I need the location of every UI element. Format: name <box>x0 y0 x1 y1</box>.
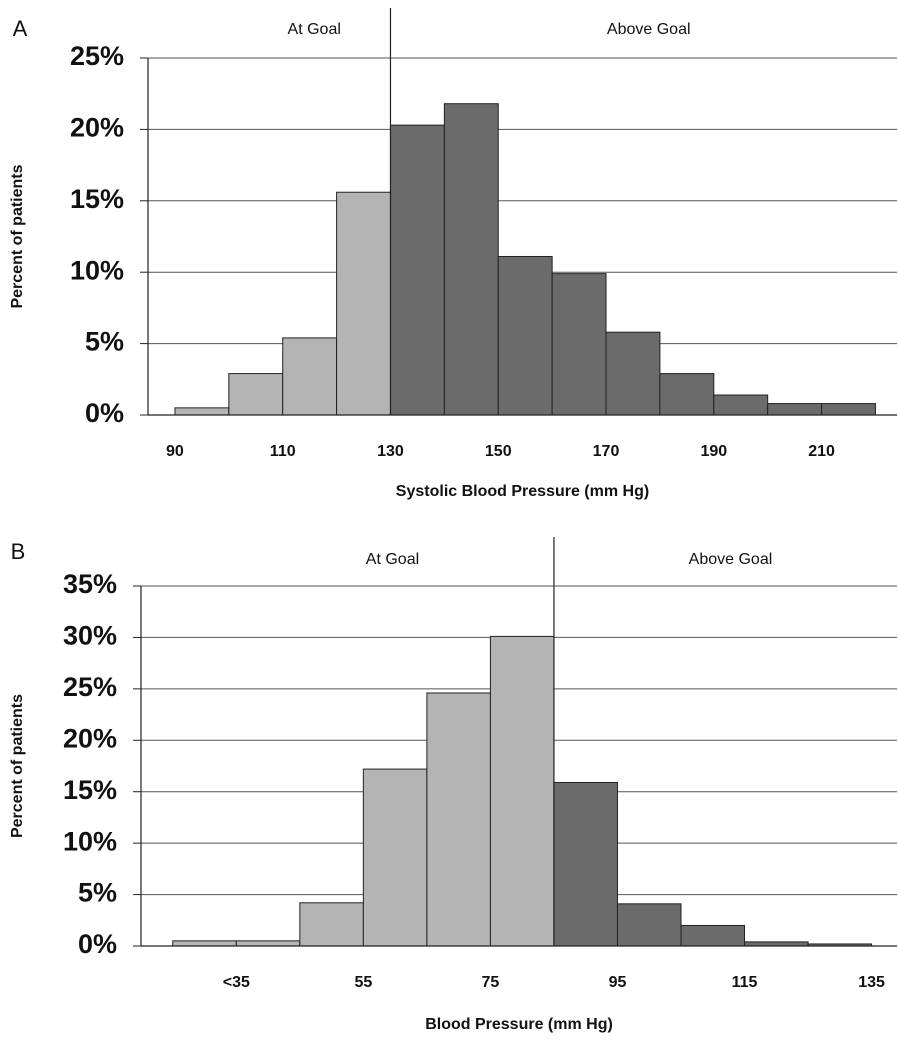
annotation: At Goal <box>366 551 419 568</box>
bar <box>767 403 823 416</box>
annotation: Above Goal <box>607 21 691 38</box>
y-axis-title: Percent of patients <box>9 694 26 838</box>
bar <box>680 924 746 947</box>
x-tick-label: 90 <box>166 443 184 460</box>
x-axis-title: Systolic Blood Pressure (mm Hg) <box>396 483 649 500</box>
bar <box>551 273 607 416</box>
y-tick-label: 25% <box>63 672 117 702</box>
y-tick-label: 10% <box>63 826 117 856</box>
y-tick-label: 20% <box>63 723 117 753</box>
bar <box>616 903 682 947</box>
y-axis-title: Percent of patients <box>9 164 26 308</box>
bar <box>605 331 661 416</box>
x-tick-label: 135 <box>858 974 885 991</box>
bar <box>228 373 284 416</box>
bar <box>235 940 301 947</box>
bar <box>174 407 230 416</box>
annotation: Above Goal <box>689 551 773 568</box>
y-tick-label: 5% <box>78 878 117 908</box>
panel-label: A <box>13 16 28 41</box>
x-tick-label: 55 <box>354 974 372 991</box>
bar <box>389 124 445 416</box>
y-tick-label: 35% <box>63 569 117 599</box>
bar <box>553 781 618 947</box>
bar <box>172 940 237 947</box>
bar <box>659 373 715 416</box>
bar <box>299 902 364 947</box>
x-tick-label: 130 <box>377 443 404 460</box>
y-tick-label: 15% <box>63 775 117 805</box>
bar <box>443 103 499 416</box>
x-tick-label: 150 <box>485 443 512 460</box>
panel-label: B <box>11 539 26 564</box>
y-tick-label: 0% <box>85 398 124 428</box>
x-tick-label: 210 <box>808 443 835 460</box>
bar <box>362 768 428 947</box>
bar <box>821 403 876 416</box>
bar <box>497 255 553 416</box>
y-tick-label: 25% <box>70 41 124 71</box>
annotation: At Goal <box>288 21 341 38</box>
bar <box>426 692 491 947</box>
bar <box>489 635 555 947</box>
x-tick-label: 75 <box>482 974 500 991</box>
bar <box>282 337 338 416</box>
x-tick-label: 190 <box>700 443 727 460</box>
x-tick-label: 110 <box>270 443 296 460</box>
bar <box>744 941 809 947</box>
y-tick-label: 5% <box>85 327 124 357</box>
y-tick-label: 20% <box>70 113 124 143</box>
x-tick-label: <35 <box>223 974 250 991</box>
x-axis-title: Blood Pressure (mm Hg) <box>425 1016 613 1033</box>
x-tick-label: 170 <box>593 443 620 460</box>
y-tick-label: 15% <box>70 184 124 214</box>
bar <box>713 394 769 416</box>
x-tick-label: 115 <box>732 974 758 991</box>
y-tick-label: 30% <box>63 621 117 651</box>
bar <box>336 191 391 416</box>
y-tick-label: 0% <box>78 929 117 959</box>
y-tick-label: 10% <box>70 255 124 285</box>
x-tick-label: 95 <box>609 974 627 991</box>
